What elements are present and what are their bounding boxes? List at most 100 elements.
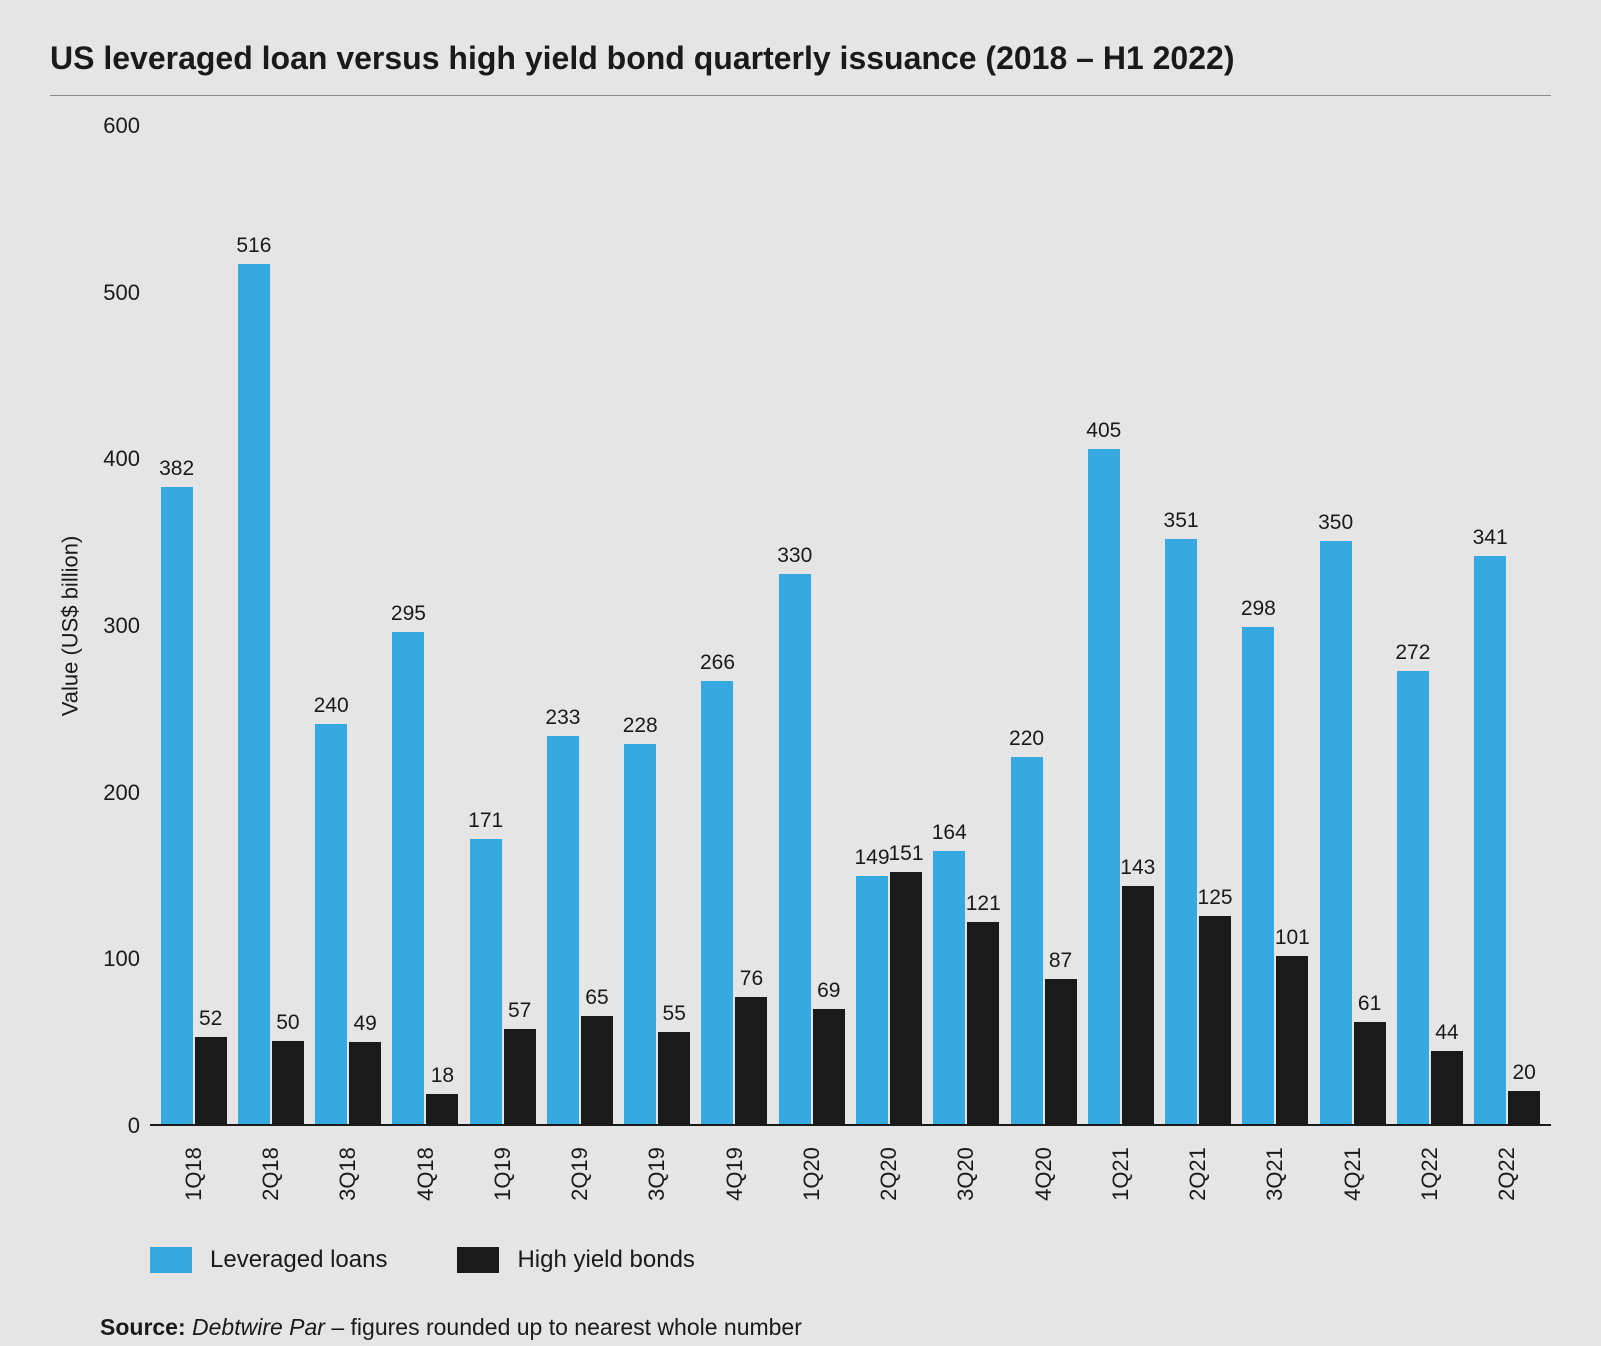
bar-group: 405143 [1088,126,1154,1124]
bar-value-label: 240 [314,694,349,718]
bar: 125 [1199,916,1231,1124]
bar: 171 [470,839,502,1124]
source-label: Source: [100,1314,186,1340]
x-tick-group: 3Q18 [315,1126,381,1206]
bar: 69 [813,1009,845,1124]
bar: 50 [272,1041,304,1124]
x-tick: 4Q20 [1031,1147,1057,1201]
bar-group: 51650 [238,126,304,1124]
plot-area: 3825251650240492951817157233652285526676… [150,126,1551,1126]
y-tick: 0 [128,1113,140,1139]
bar-value-label: 330 [777,544,812,568]
bar-value-label: 87 [1049,949,1072,973]
x-tick-group: 1Q18 [161,1126,227,1206]
bar-group: 17157 [470,126,536,1124]
bar-value-label: 233 [545,706,580,730]
x-tick: 4Q19 [721,1147,747,1201]
bar: 295 [392,632,424,1124]
bar-group: 33069 [779,126,845,1124]
x-tick: 2Q22 [1494,1147,1520,1201]
bar: 330 [779,574,811,1124]
source-suffix: – figures rounded up to nearest whole nu… [325,1314,802,1340]
x-tick-group: 4Q18 [392,1126,458,1206]
x-tick: 2Q19 [567,1147,593,1201]
x-axis-ticks: 1Q18 2Q18 3Q18 4Q18 1Q19 2Q19 3Q19 4Q19 1Q20 2Q20… [150,1126,1551,1206]
bars-row: 3825251650240492951817157233652285526676… [150,126,1551,1124]
bar-group: 27244 [1397,126,1463,1124]
bar: 233 [547,736,579,1124]
bar: 143 [1122,886,1154,1124]
bar-value-label: 164 [932,821,967,845]
x-tick-group: 2Q19 [547,1126,613,1206]
bar-value-label: 382 [159,457,194,481]
bar-group: 266 76 [701,126,767,1124]
bar-value-label: 49 [353,1012,376,1036]
bar: 149 [856,876,888,1124]
bar-value-label: 151 [888,842,923,866]
bar-value-label: 101 [1275,926,1310,950]
bar: 164 [933,851,965,1124]
x-tick: 1Q20 [799,1147,825,1201]
y-tick: 100 [103,946,140,972]
x-tick: 2Q20 [876,1147,902,1201]
x-tick-group: 1Q19 [470,1126,536,1206]
legend-swatch [457,1247,499,1273]
bar: 220 [1011,757,1043,1124]
bar: 52 [195,1037,227,1124]
bar-value-label: 341 [1473,526,1508,550]
x-tick-group: 3Q20 [933,1126,999,1206]
title-rule [50,95,1551,96]
legend-swatch [150,1247,192,1273]
bar-group: 23365 [547,126,613,1124]
x-tick: 2Q18 [258,1147,284,1201]
x-tick-group: 3Q19 [624,1126,690,1206]
x-tick-group: 2Q22 [1474,1126,1540,1206]
bar-group: 22087 [1011,126,1077,1124]
bar-value-label: 220 [1009,727,1044,751]
bar-value-label: 149 [854,846,889,870]
bar: 55 [658,1032,690,1124]
x-tick: 1Q21 [1108,1147,1134,1201]
y-tick: 600 [103,113,140,139]
bar-value-label: 65 [585,986,608,1010]
y-axis-label: Value (US$ billion) [57,536,83,717]
chart-container: US leveraged loan versus high yield bond… [50,40,1551,1306]
bar-value-label: 76 [740,967,763,991]
bar: 57 [504,1029,536,1124]
plot-wrap: Value (US$ billion) 0100200300400500600 … [50,126,1551,1126]
x-tick: 3Q20 [953,1147,979,1201]
bar-value-label: 266 [700,651,735,675]
x-tick-group: 2Q18 [238,1126,304,1206]
bar: 351 [1165,539,1197,1124]
bar-value-label: 298 [1241,597,1276,621]
x-tick: 1Q18 [181,1147,207,1201]
bar: 382 [161,487,193,1124]
bar: 266 [701,681,733,1124]
bar-value-label: 44 [1435,1021,1458,1045]
bar: 151 [890,872,922,1124]
bar: 20 [1508,1091,1540,1124]
bar-value-label: 295 [391,602,426,626]
bar-value-label: 121 [966,892,1001,916]
bar-value-label: 55 [663,1002,686,1026]
bar: 272 [1397,671,1429,1124]
bar: 18 [426,1094,458,1124]
bar-group: 22855 [624,126,690,1124]
x-tick: 4Q18 [412,1147,438,1201]
bar-group: 29518 [392,126,458,1124]
bar: 65 [581,1016,613,1124]
bar: 44 [1431,1051,1463,1124]
bar-value-label: 50 [276,1011,299,1035]
bar: 350 [1320,541,1352,1124]
legend-item: High yield bonds [457,1246,694,1274]
bar-value-label: 350 [1318,511,1353,535]
bar: 298 [1242,627,1274,1124]
bar: 405 [1088,449,1120,1124]
legend-label: High yield bonds [517,1246,694,1274]
bar-group: 164121 [933,126,999,1124]
x-tick-group: 2Q21 [1165,1126,1231,1206]
legend: Leveraged loansHigh yield bonds [150,1246,1551,1274]
bar-value-label: 61 [1358,992,1381,1016]
bar: 121 [967,922,999,1124]
chart-title: US leveraged loan versus high yield bond… [50,40,1551,95]
